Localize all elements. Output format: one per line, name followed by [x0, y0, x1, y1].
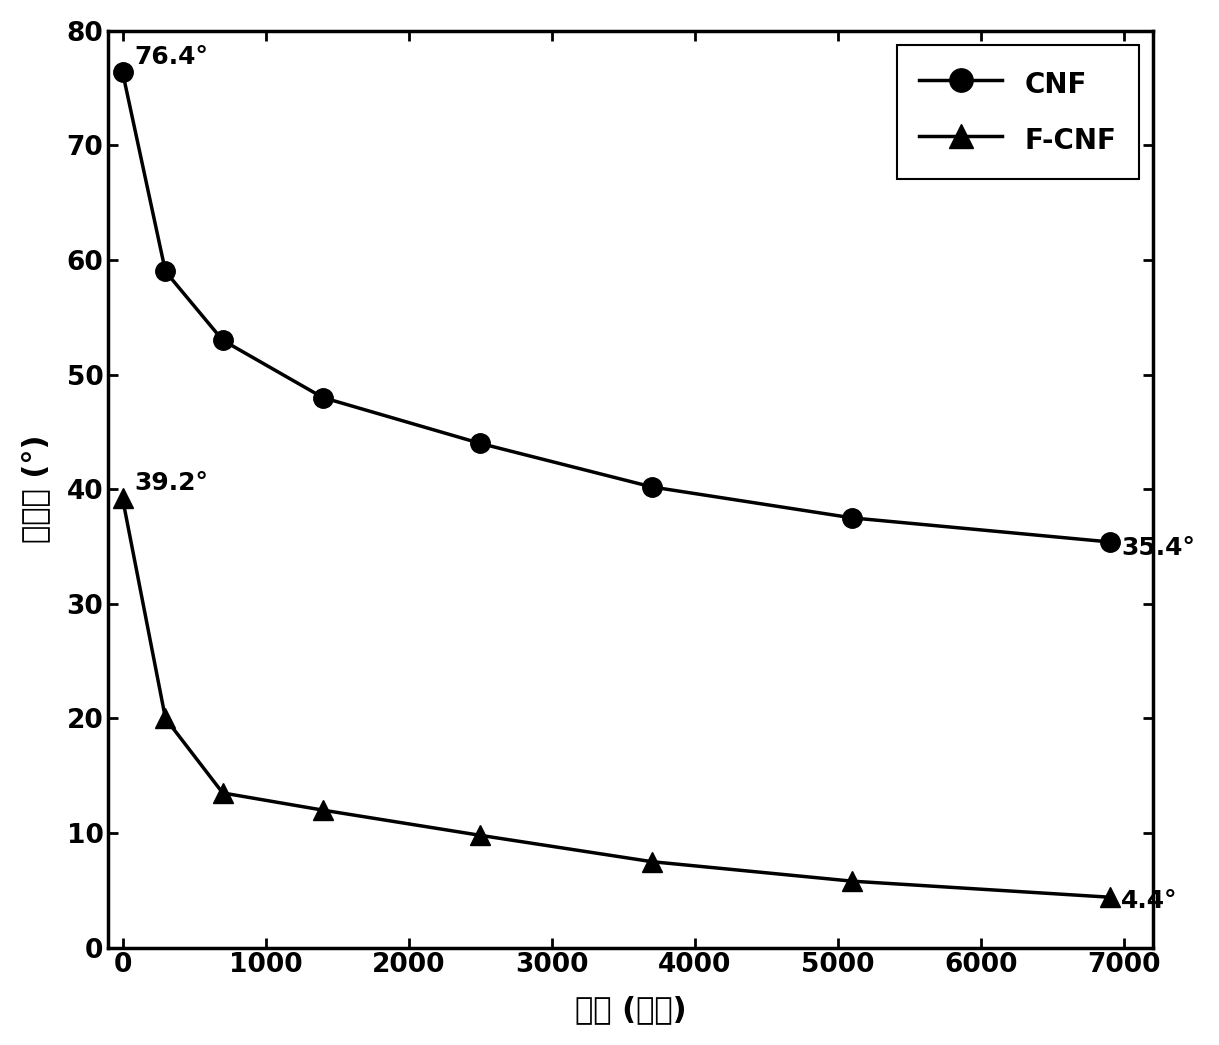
F-CNF	[473, 829, 488, 841]
F-CNF	[845, 875, 859, 887]
CNF	[316, 391, 330, 403]
CNF	[158, 265, 173, 278]
CNF	[845, 512, 859, 525]
F-CNF	[216, 787, 230, 799]
F-CNF	[316, 804, 330, 816]
CNF	[116, 66, 130, 78]
F-CNF	[645, 856, 659, 868]
Y-axis label: 接触角 (°): 接触角 (°)	[21, 435, 50, 543]
CNF	[216, 334, 230, 347]
Legend: CNF, F-CNF: CNF, F-CNF	[897, 45, 1139, 179]
CNF	[473, 437, 488, 449]
Line: F-CNF: F-CNF	[113, 489, 1119, 907]
CNF	[645, 481, 659, 493]
F-CNF	[1102, 891, 1117, 904]
X-axis label: 时间 (毫秒): 时间 (毫秒)	[574, 995, 686, 1024]
F-CNF	[116, 492, 130, 505]
CNF	[1102, 536, 1117, 549]
Text: 4.4°: 4.4°	[1121, 888, 1178, 912]
F-CNF	[158, 713, 173, 725]
Text: 76.4°: 76.4°	[134, 45, 208, 69]
Text: 39.2°: 39.2°	[134, 471, 208, 495]
Line: CNF: CNF	[113, 63, 1119, 552]
Text: 35.4°: 35.4°	[1121, 536, 1195, 560]
